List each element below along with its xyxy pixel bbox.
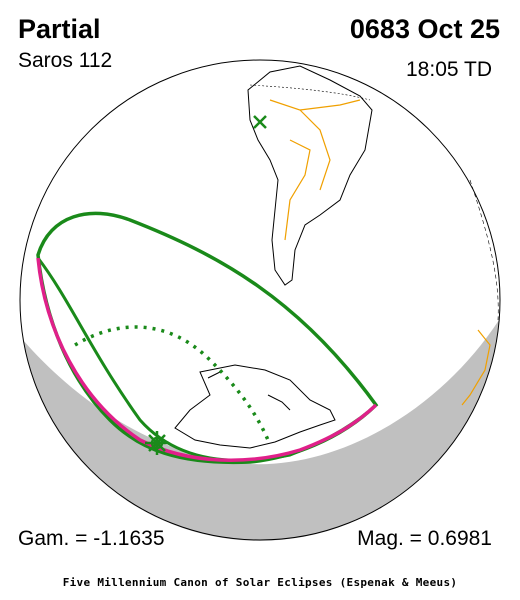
meridian: [469, 179, 499, 321]
time: 18:05 TD: [406, 58, 492, 81]
greatest-eclipse-marker: [145, 431, 169, 455]
night-region: [23, 320, 499, 541]
magnitude: Mag. = 0.6981: [357, 527, 492, 550]
islands: [207, 371, 291, 411]
saros: Saros 112: [18, 49, 112, 72]
title: Partial: [18, 14, 101, 44]
max-eclipse-curve: [36, 257, 378, 462]
borders: [269, 99, 361, 241]
antarctica: [174, 364, 336, 449]
africa-borders: [461, 329, 491, 406]
date: 0683 Oct 25: [350, 14, 500, 44]
credit: Five Millennium Canon of Solar Eclipses …: [63, 576, 458, 589]
globe: [19, 59, 501, 541]
equator: [249, 84, 371, 101]
south-america: [247, 65, 373, 286]
gamma: Gam. = -1.1635: [18, 527, 165, 550]
subsolar-marker: [253, 115, 267, 129]
